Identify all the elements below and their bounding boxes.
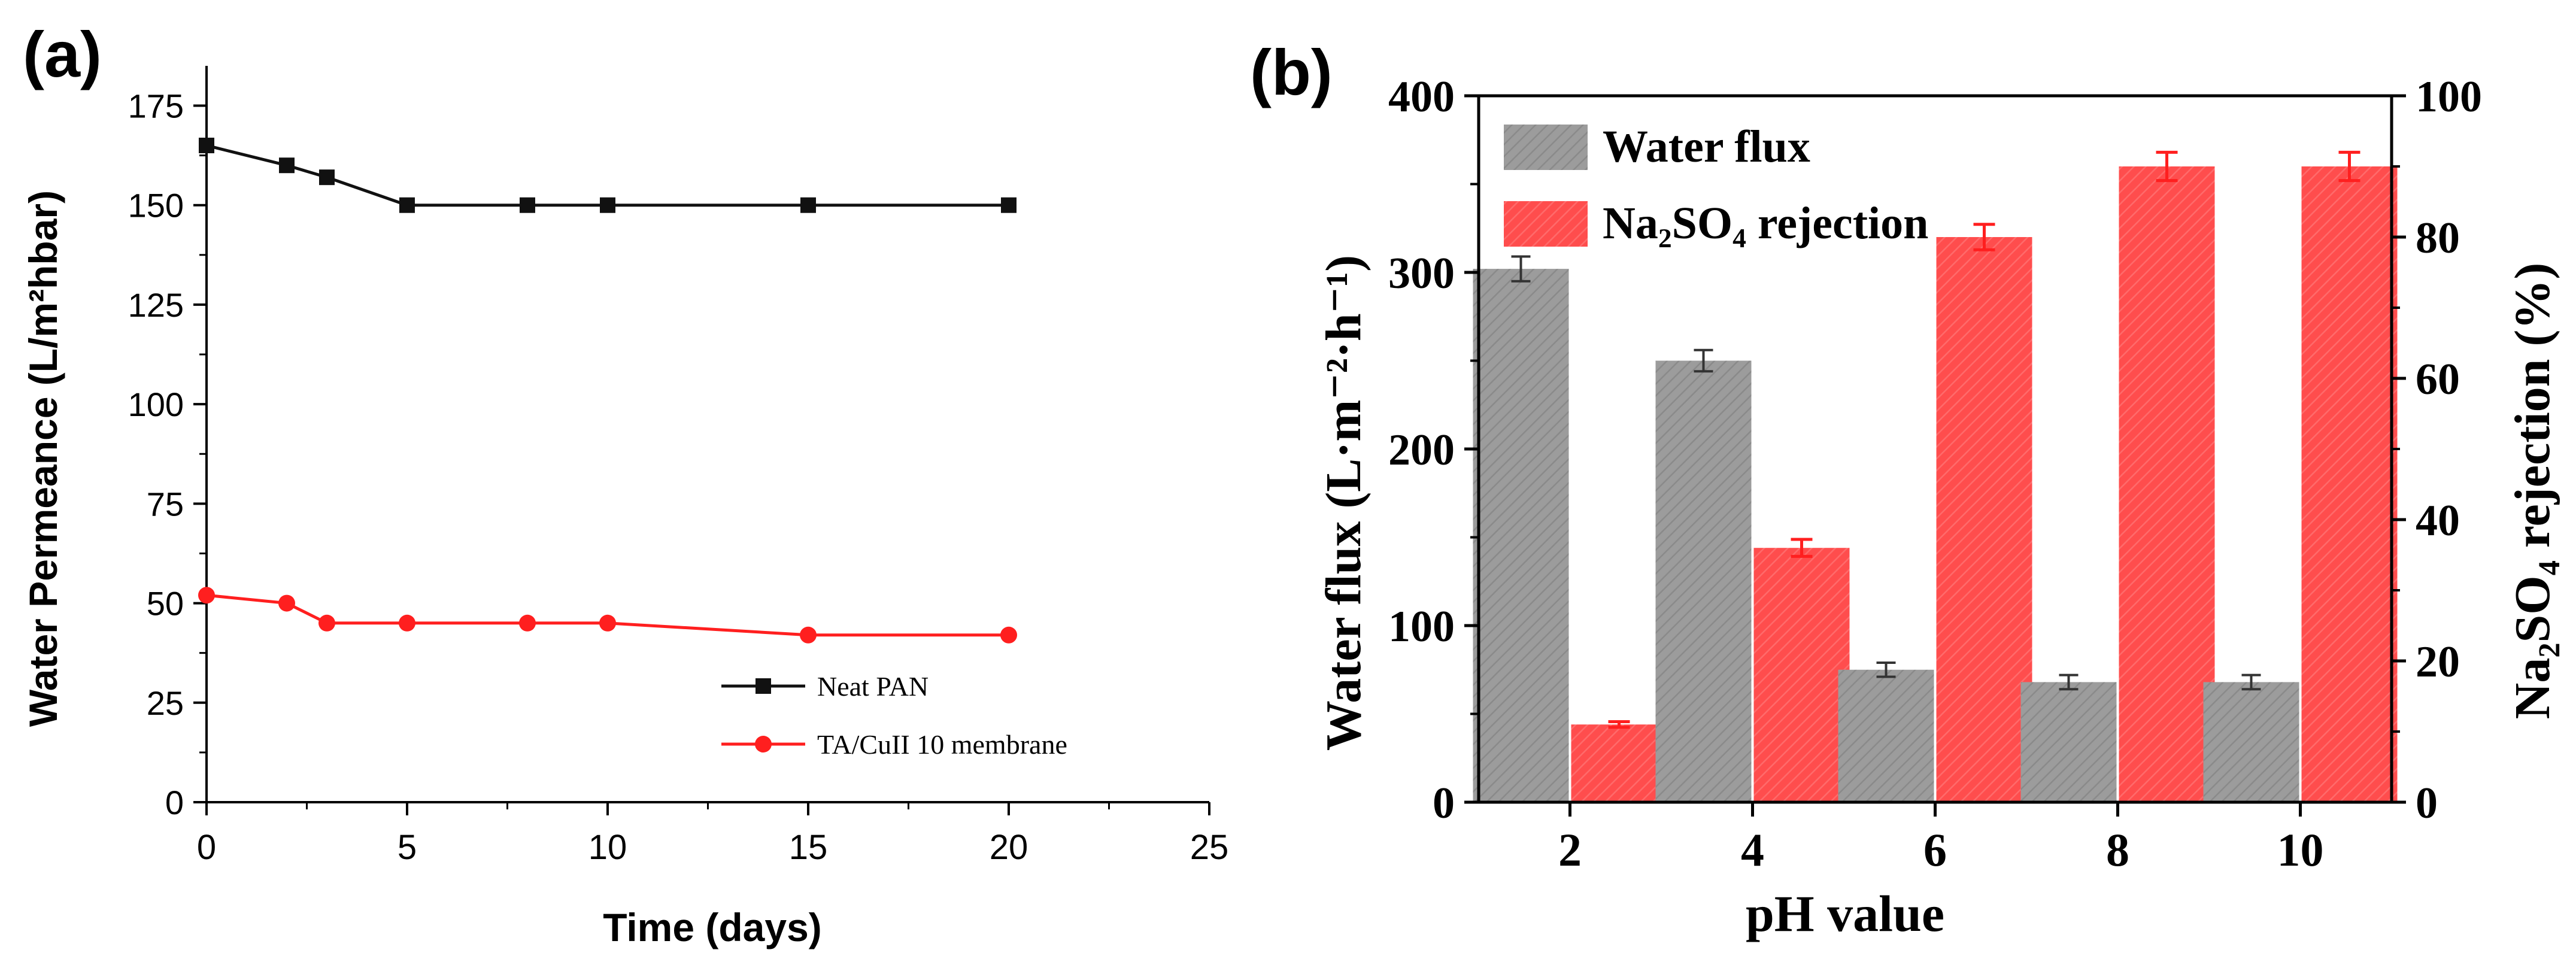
panel-b-bar-na2so4-rejection xyxy=(2119,166,2215,802)
panel-a-data-point-neat-pan xyxy=(800,197,816,213)
panel-a-x-tick-label: 5 xyxy=(398,828,417,867)
panel-b-x-tick-label: 2 xyxy=(1558,824,1582,876)
panel-a-x-axis-label: Time (days) xyxy=(603,905,822,949)
panel-a-data-point-ta-cuii xyxy=(318,614,335,632)
panel-b-left-y-tick-label: 400 xyxy=(1388,72,1455,122)
panel-b-label: (b) xyxy=(1250,36,1333,108)
panel-a-x-tick-label: 15 xyxy=(789,828,828,867)
panel-a-line-chart: 0 5 10 15 20 25 0 25 50 75 100 125 150 175 Neat PAN TA… xyxy=(21,66,1228,949)
panel-b-x-tick-label: 4 xyxy=(1741,824,1764,876)
panel-b-bar-water-flux xyxy=(2203,682,2299,802)
panel-b-left-y-tick-label: 200 xyxy=(1388,426,1455,475)
panel-a-data-point-ta-cuii xyxy=(399,614,415,632)
panel-b-right-y-tick-label: 100 xyxy=(2416,72,2482,122)
panel-a-data-point-neat-pan xyxy=(600,197,615,213)
panel-a-data-point-neat-pan xyxy=(399,197,415,213)
panel-b-left-y-tick-label: 0 xyxy=(1433,779,1455,828)
panel-b-right-y-tick-label: 20 xyxy=(2416,638,2460,687)
panel-b-right-y-tick-label: 60 xyxy=(2416,355,2460,404)
panel-b-x-axis-label: pH value xyxy=(1746,885,1944,942)
panel-b-right-y-axis-label: Na₂SO₄ rejection (%) xyxy=(2505,263,2560,720)
panel-a-data-point-ta-cuii xyxy=(599,614,616,632)
panel-a-y-tick-label: 0 xyxy=(165,784,184,821)
panel-b-left-y-axis-label: Water flux (L·m⁻²·h⁻¹) xyxy=(1316,255,1372,751)
panel-a-legend-label: Neat PAN xyxy=(817,671,929,702)
panel-a-y-tick-label: 150 xyxy=(128,187,184,224)
panel-b-right-y-tick-label: 80 xyxy=(2416,214,2460,263)
panel-a-data-point-ta-cuii xyxy=(1000,626,1017,644)
panel-a-legend: Neat PAN TA/CuII 10 membrane xyxy=(721,671,1067,760)
panel-b-legend-swatch xyxy=(1504,201,1588,247)
panel-b-legend: Water flux Na₂SO₄ rejection xyxy=(1504,122,1928,248)
panel-a-data-point-neat-pan xyxy=(1001,197,1017,213)
panel-b-bar-water-flux xyxy=(1838,669,1934,802)
panel-b-legend-swatch xyxy=(1504,125,1588,170)
panel-a-data-point-ta-cuii xyxy=(519,614,536,632)
panel-a-y-tick-label: 175 xyxy=(128,87,184,125)
panel-a-y-tick-label: 25 xyxy=(147,684,184,722)
panel-b-bar-water-flux xyxy=(1655,360,1752,802)
panel-b-x-tick-label: 8 xyxy=(2106,824,2129,876)
panel-b-bar-na2so4-rejection xyxy=(1936,237,2032,802)
panel-a-data-point-neat-pan xyxy=(279,157,295,174)
panel-a-x-tick-label: 10 xyxy=(588,828,627,867)
panel-a-data-point-neat-pan xyxy=(520,197,535,213)
panel-b-left-y-tick-label: 100 xyxy=(1388,602,1455,651)
panel-b-bar-na2so4-rejection xyxy=(1753,548,1850,802)
panel-b-right-y-tick-label: 0 xyxy=(2416,779,2438,828)
panel-a-axes xyxy=(205,66,1209,803)
panel-b-legend-label: Water flux xyxy=(1603,122,1810,172)
panel-b-bar-water-flux xyxy=(2020,682,2117,802)
panel-a-x-tick-label: 20 xyxy=(990,828,1028,867)
panel-a-legend-square-marker xyxy=(755,678,771,694)
panel-a-legend-circle-marker xyxy=(755,736,772,753)
panel-a-data-point-ta-cuii xyxy=(800,626,817,644)
panel-a-y-tick-label: 125 xyxy=(128,286,184,324)
panel-a-y-tick-label: 75 xyxy=(147,485,184,523)
panel-b-bar-water-flux xyxy=(1473,269,1569,803)
panel-a-data-point-ta-cuii xyxy=(198,587,215,604)
panel-b-x-tick-label: 10 xyxy=(2277,824,2324,876)
panel-a-y-tick-label: 50 xyxy=(147,585,184,623)
panel-a-ticks: 0 5 10 15 20 25 0 25 50 75 100 125 150 175 xyxy=(128,87,1229,867)
panel-a-data-point-ta-cuii xyxy=(278,594,295,612)
panel-a-x-tick-label: 0 xyxy=(197,828,216,867)
panel-b-x-tick-label: 6 xyxy=(1923,824,1947,876)
panel-a-legend-label: TA/CuII 10 membrane xyxy=(817,729,1067,760)
panel-b-right-y-tick-label: 40 xyxy=(2416,496,2460,545)
panel-a-x-tick-label: 25 xyxy=(1190,828,1229,867)
panel-b-bar-na2so4-rejection xyxy=(1571,724,1667,802)
panel-a-label: (a) xyxy=(23,18,102,90)
panel-b-bar-na2so4-rejection xyxy=(2301,166,2398,802)
panel-b-left-y-tick-label: 300 xyxy=(1388,249,1455,298)
panel-b-legend-label: Na₂SO₄ rejection xyxy=(1603,198,1928,248)
panel-b-bars xyxy=(1473,150,2398,803)
panel-a-y-tick-label: 100 xyxy=(128,386,184,423)
panel-a-data-point-neat-pan xyxy=(319,169,335,186)
panel-a-y-axis-label: Water Permeance (L/m²hbar) xyxy=(21,190,65,727)
panel-a-data-point-neat-pan xyxy=(199,137,214,153)
panel-a-series xyxy=(198,137,1017,644)
